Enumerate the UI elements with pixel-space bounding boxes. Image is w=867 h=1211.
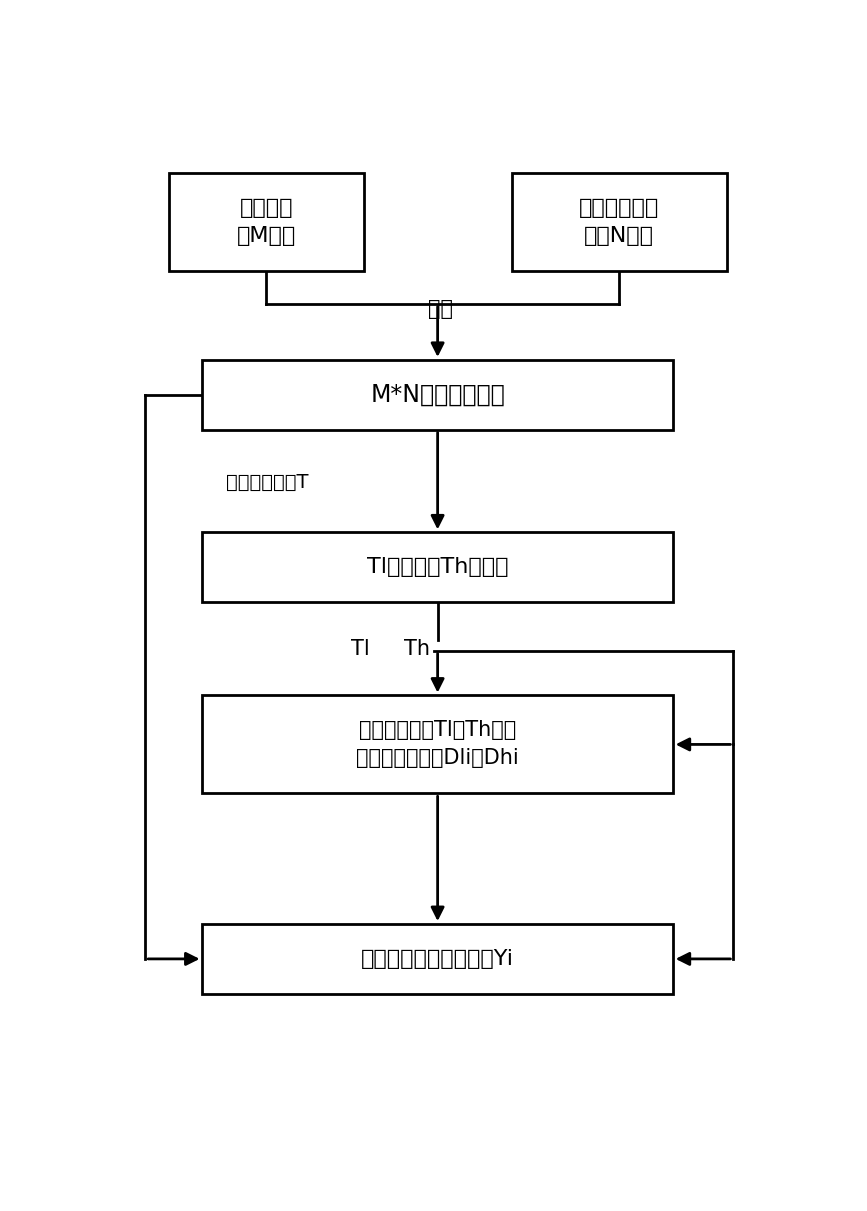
Text: Tl曲线组和Th曲线组: Tl曲线组和Th曲线组 bbox=[367, 557, 508, 578]
Text: Tl: Tl bbox=[351, 639, 369, 659]
FancyBboxPatch shape bbox=[203, 360, 673, 430]
Text: 探测器响应均
值分N区间: 探测器响应均 值分N区间 bbox=[579, 199, 659, 246]
Text: 每个像素点在Tl和Th曲线
上的实际响应值Dli和Dhi: 每个像素点在Tl和Th曲线 上的实际响应值Dli和Dhi bbox=[356, 721, 519, 769]
FancyBboxPatch shape bbox=[203, 695, 673, 793]
Text: 标定: 标定 bbox=[428, 299, 453, 320]
Text: 每个像素点的实际输出Yi: 每个像素点的实际输出Yi bbox=[362, 949, 514, 969]
Text: M*N帧高低温图像: M*N帧高低温图像 bbox=[370, 383, 505, 407]
Text: 读取温度信息T: 读取温度信息T bbox=[226, 474, 309, 493]
Text: 基底温度
分M区间: 基底温度 分M区间 bbox=[237, 199, 296, 246]
FancyBboxPatch shape bbox=[169, 173, 364, 271]
FancyBboxPatch shape bbox=[203, 924, 673, 994]
FancyBboxPatch shape bbox=[203, 533, 673, 602]
Text: Th: Th bbox=[405, 639, 430, 659]
FancyBboxPatch shape bbox=[512, 173, 727, 271]
